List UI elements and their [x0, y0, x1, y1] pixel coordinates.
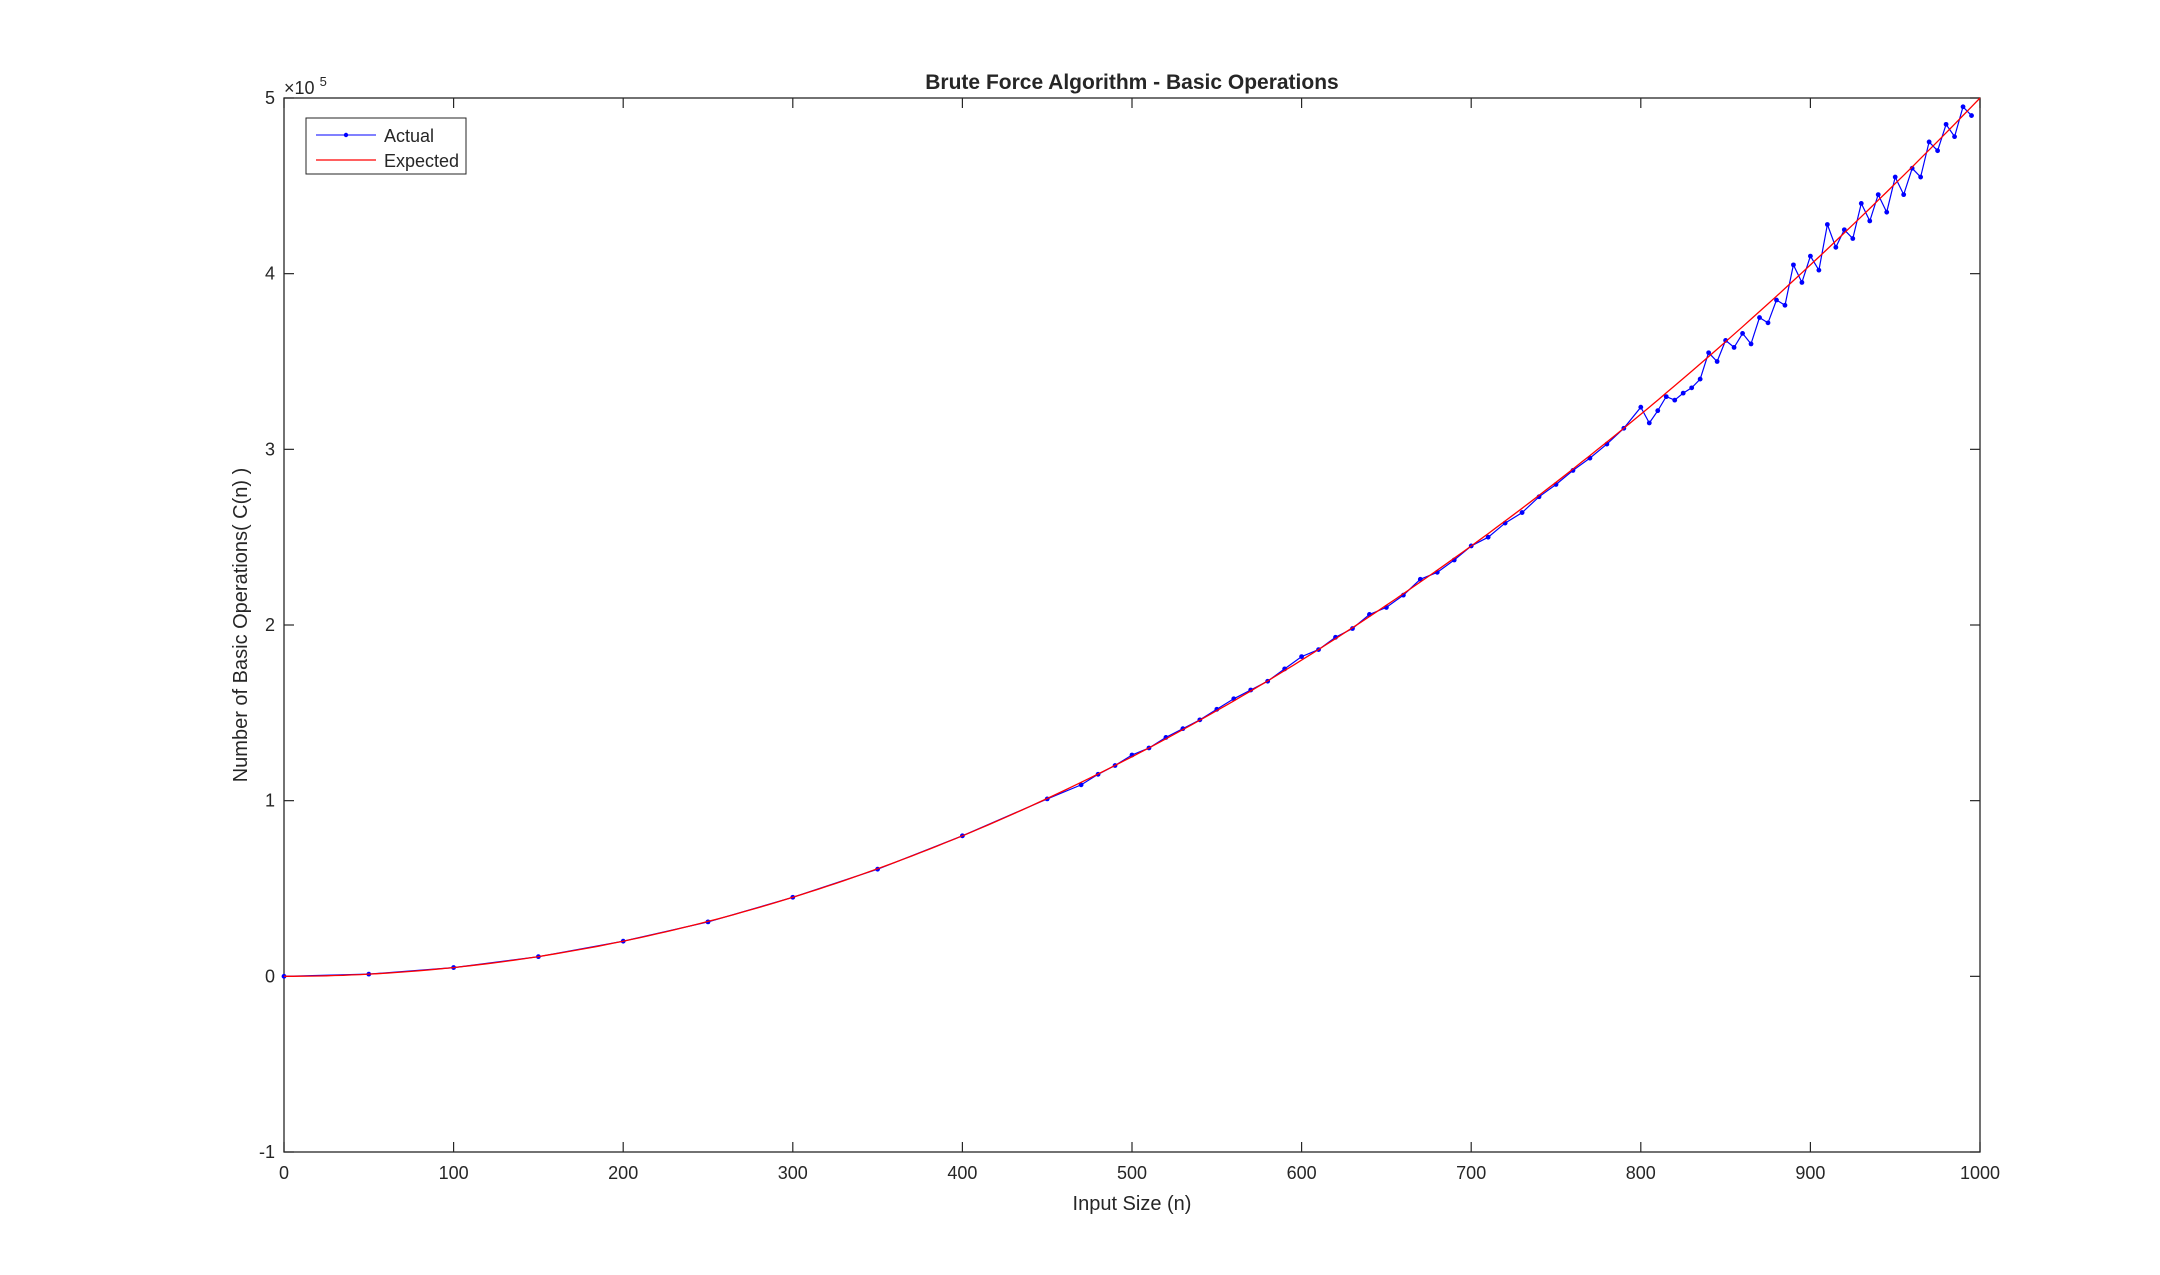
x-ticks: 0 100 200 300 400 500 600 700 800 900 1000: [279, 98, 2000, 1183]
data-point-actual: [1697, 376, 1703, 382]
x-tick-label: 300: [778, 1163, 808, 1183]
data-point-actual: [1969, 113, 1974, 118]
data-point-actual: [1952, 134, 1957, 140]
x-tick-label: 800: [1626, 1163, 1656, 1183]
y-axis-label: Number of Basic Operations( C(n) ): [230, 468, 252, 783]
x-tick-label: 700: [1456, 1163, 1486, 1183]
data-point-actual: [1867, 218, 1873, 224]
x-tick-label: 600: [1287, 1163, 1317, 1183]
data-point-actual: [1909, 165, 1915, 171]
data-point-actual: [1299, 654, 1304, 660]
chart-title: Brute Force Algorithm - Basic Operations: [925, 71, 1338, 94]
y-tick-label: 5: [265, 88, 275, 108]
data-point-actual: [1680, 390, 1686, 396]
x-tick-label: 100: [439, 1163, 469, 1183]
y-tick-label: 1: [265, 791, 275, 811]
data-point-actual: [1757, 315, 1762, 320]
data-point-actual: [1689, 385, 1695, 391]
legend-marker-actual: [343, 132, 349, 138]
data-point-actual: [1740, 330, 1745, 336]
data-point-actual: [1706, 350, 1712, 356]
y-exponent-base: ×10: [284, 78, 315, 98]
data-point-actual: [1731, 345, 1737, 350]
x-tick-label: 1000: [1960, 1163, 2000, 1183]
data-point-actual: [1858, 201, 1864, 206]
data-point-actual: [1918, 174, 1924, 180]
data-point-actual: [1791, 262, 1796, 268]
data-point-actual: [1638, 404, 1644, 410]
data-point-actual: [1943, 121, 1949, 127]
y-tick-label: 4: [265, 264, 275, 284]
x-tick-label: 400: [947, 1163, 977, 1183]
data-point-actual: [1519, 510, 1525, 515]
data-point-actual: [1935, 148, 1940, 154]
data-point-actual: [1850, 236, 1856, 241]
x-tick-label: 500: [1117, 1163, 1147, 1183]
x-tick-label: 0: [279, 1163, 289, 1183]
series-line-expected: [284, 97, 1981, 977]
y-ticks: -1 0 1 2 3 4 5: [259, 88, 1980, 1162]
legend-box: [305, 117, 467, 175]
x-tick-label: 200: [608, 1163, 638, 1183]
data-point-actual: [1926, 139, 1932, 145]
data-point-actual: [1078, 782, 1084, 788]
y-exponent-power: 5: [320, 74, 327, 89]
data-point-actual: [1833, 244, 1839, 250]
y-tick-label: -1: [259, 1142, 275, 1162]
data-point-actual: [1875, 192, 1881, 198]
legend: Actual Expected: [305, 117, 467, 175]
x-tick-label: 900: [1795, 1163, 1825, 1183]
data-point-actual: [1816, 267, 1822, 273]
axes-box: [283, 97, 1981, 1153]
data-point-actual: [1655, 408, 1661, 414]
data-point-actual: [1748, 341, 1754, 347]
data-point-actual: [1892, 174, 1898, 180]
data-point-actual: [1808, 253, 1813, 259]
y-tick-label: 2: [265, 615, 275, 635]
data-point-actual: [1774, 297, 1779, 303]
data-point-actual: [1672, 397, 1678, 403]
data-point-actual: [1884, 209, 1890, 215]
y-tick-label: 0: [265, 966, 275, 986]
legend-label-actual: Actual: [384, 126, 434, 146]
data-point-actual: [1714, 359, 1720, 364]
data-point-actual: [1723, 338, 1728, 343]
legend-label-expected: Expected: [384, 151, 459, 171]
data-point-actual: [1663, 394, 1669, 400]
data-point-actual: [1960, 104, 1966, 110]
y-exponent-label: ×10 5: [284, 74, 327, 98]
data-point-actual: [1799, 280, 1805, 285]
series-layer: [281, 97, 1981, 979]
data-point-actual: [1485, 534, 1491, 540]
data-point-actual: [1901, 192, 1907, 198]
data-point-actual: [1646, 420, 1652, 426]
data-point-actual: [1824, 222, 1830, 227]
x-axis-label: Input Size (n): [1073, 1193, 1192, 1215]
data-point-actual: [1782, 302, 1788, 308]
data-point-actual: [1765, 320, 1771, 326]
y-tick-label: 3: [265, 439, 275, 459]
